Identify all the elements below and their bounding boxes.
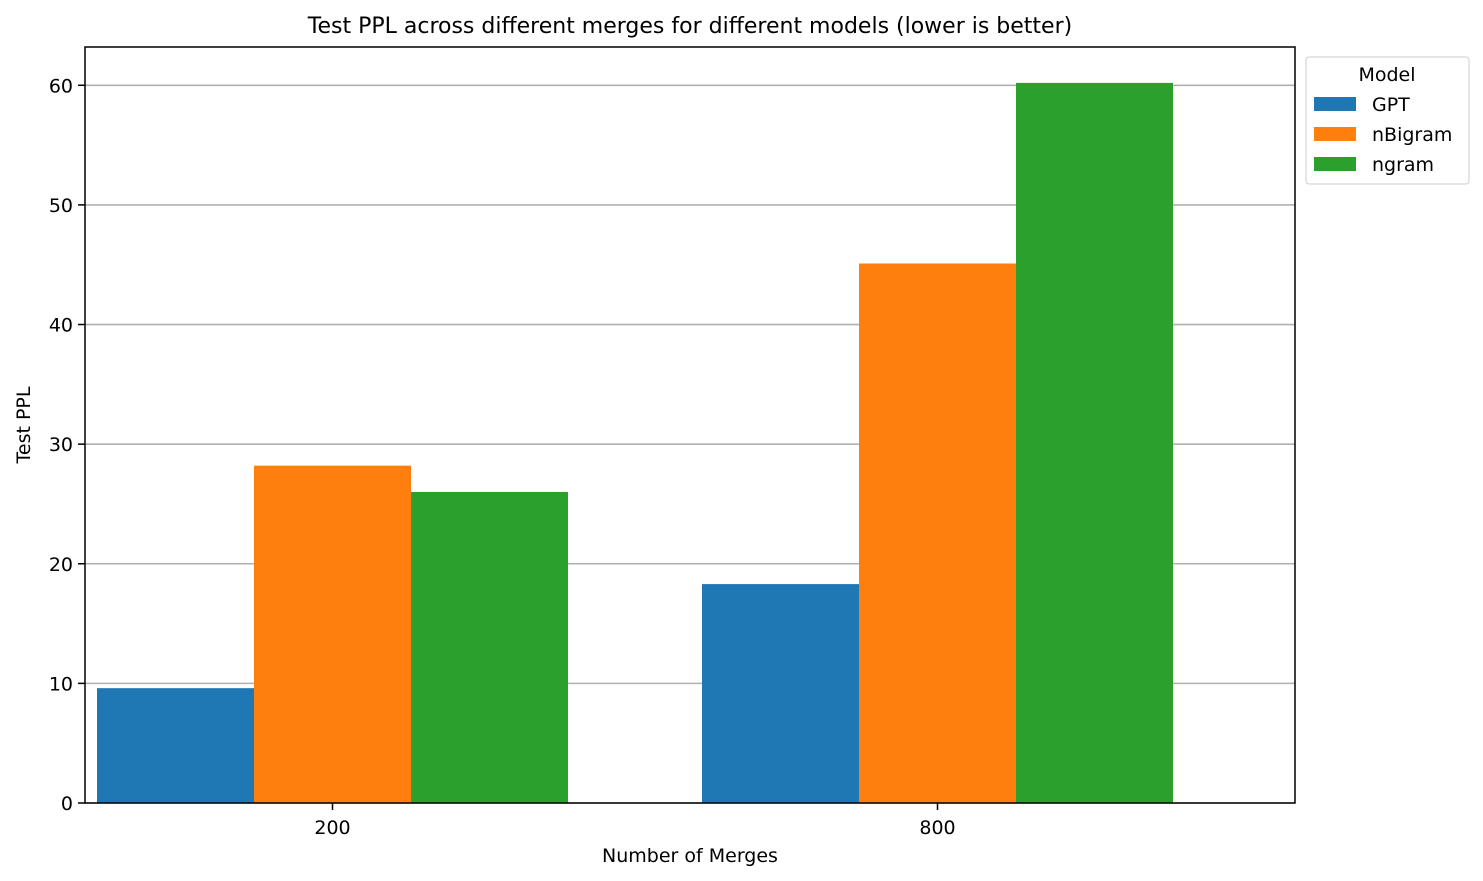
legend-swatch-nbigram: [1314, 127, 1356, 141]
y-axis-label: Test PPL: [13, 386, 35, 464]
bar-gpt-200: [97, 688, 254, 803]
legend-label-ngram: ngram: [1372, 154, 1434, 176]
x-tick-label: 800: [919, 817, 955, 839]
x-axis-label: Number of Merges: [602, 845, 778, 867]
legend-swatch-ngram: [1314, 157, 1356, 171]
legend: Model GPT nBigram ngram: [1305, 56, 1470, 185]
legend-title: Model: [1358, 64, 1415, 86]
plot-frame: [84, 46, 1296, 804]
y-tick-label: 60: [49, 75, 73, 97]
y-tick-label: 0: [61, 793, 73, 815]
y-tick-label: 40: [49, 315, 73, 337]
legend-swatch-gpt: [1314, 97, 1356, 111]
x-tick-label: 200: [314, 817, 350, 839]
bar-nbigram-800: [859, 263, 1016, 803]
y-tick-label: 50: [49, 195, 73, 217]
legend-box: [1305, 56, 1470, 185]
chart-title: Test PPL across different merges for dif…: [307, 14, 1072, 39]
legend-label-nbigram: nBigram: [1372, 124, 1452, 146]
bar-gpt-800: [702, 584, 859, 803]
bar-ngram-200: [411, 491, 568, 803]
legend-entries: GPT nBigram ngram: [1314, 94, 1452, 176]
bars: [97, 82, 1173, 803]
x-axis-ticks: 200 800: [314, 803, 956, 839]
bar-nbigram-200: [254, 465, 411, 803]
y-tick-label: 10: [49, 673, 73, 695]
y-axis-ticks: 0 10 20 30 40 50 60: [49, 75, 85, 815]
y-tick-label: 30: [49, 434, 73, 456]
y-tick-label: 20: [49, 554, 73, 576]
bar-ngram-800: [1016, 82, 1173, 803]
legend-label-gpt: GPT: [1372, 94, 1410, 116]
